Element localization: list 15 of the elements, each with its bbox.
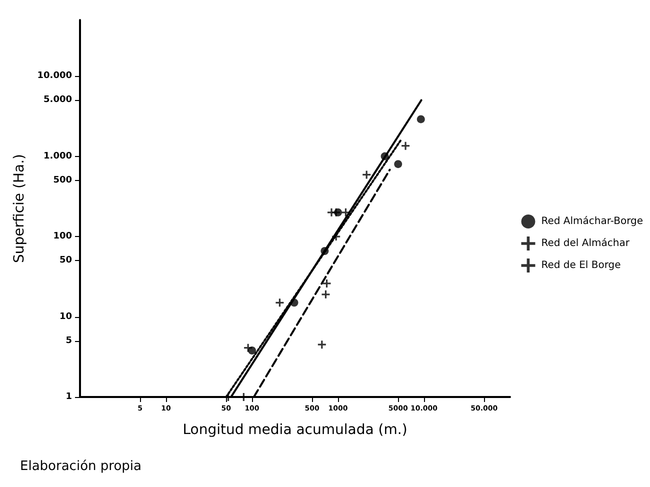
y-tick-label: 50 — [59, 256, 72, 266]
legend-label: Red del Almáchar — [541, 238, 630, 249]
y-tick-label: 10.000 — [37, 71, 72, 82]
y-tick-label: 500 — [53, 175, 72, 186]
y-tick-label: 100 — [53, 232, 72, 242]
legend-label: Red Almáchar-Borge — [541, 216, 644, 227]
y-tick-label: 10 — [59, 312, 72, 322]
y-tick-label: 1 — [66, 392, 72, 402]
y-tick-label: 1.000 — [44, 151, 72, 162]
text: Elaboración propia — [20, 459, 142, 474]
y-tick-label: 5.000 — [44, 95, 72, 106]
x-axis-title: Longitud media acumulada (m.) — [182, 422, 408, 438]
legend-label: Red de El Borge — [541, 260, 621, 271]
y-axis-title: Superficie (Ha.) — [11, 154, 28, 263]
y-tick-label: 5 — [66, 336, 72, 346]
